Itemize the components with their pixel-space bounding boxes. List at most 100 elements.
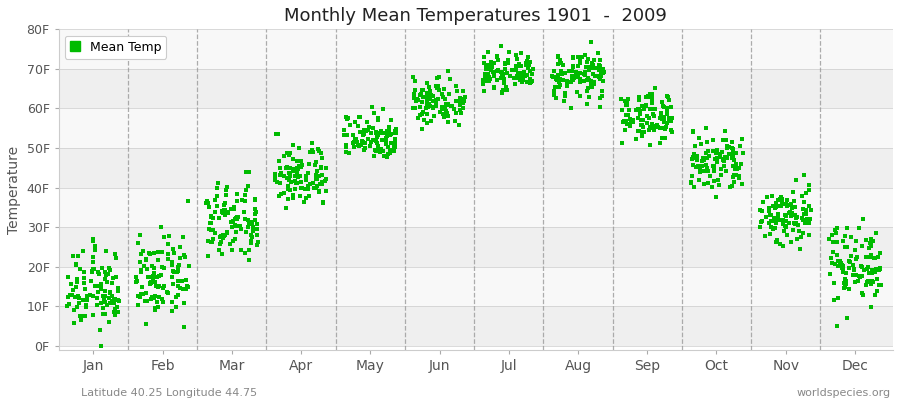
Point: [793, 246, 807, 252]
Point: [498, 60, 512, 66]
Point: [593, 73, 608, 80]
Point: [702, 172, 716, 179]
Point: [436, 94, 450, 100]
Point: [140, 298, 154, 304]
Point: [783, 213, 797, 219]
Point: [872, 282, 886, 288]
Point: [556, 98, 571, 104]
Point: [150, 304, 165, 310]
Point: [407, 95, 421, 101]
Point: [453, 102, 467, 108]
Point: [508, 81, 523, 88]
Point: [309, 158, 323, 165]
Point: [181, 198, 195, 204]
Point: [74, 316, 88, 323]
Point: [386, 142, 400, 148]
Point: [787, 198, 801, 204]
Point: [685, 173, 699, 179]
Point: [108, 251, 122, 257]
Point: [761, 207, 776, 214]
Point: [583, 80, 598, 87]
Point: [73, 313, 87, 319]
Point: [580, 100, 594, 107]
Point: [370, 140, 384, 146]
Point: [565, 55, 580, 61]
Point: [692, 163, 706, 170]
Point: [565, 62, 580, 69]
Point: [224, 218, 238, 225]
Bar: [58, 29, 893, 69]
Point: [97, 297, 112, 304]
Point: [171, 264, 185, 271]
Point: [639, 94, 653, 100]
Point: [238, 228, 253, 235]
Point: [364, 138, 378, 145]
Point: [238, 250, 252, 256]
Bar: [58, 188, 893, 227]
Point: [562, 68, 576, 74]
Point: [828, 260, 842, 267]
Point: [509, 67, 524, 74]
Point: [442, 91, 456, 98]
Point: [147, 272, 161, 279]
Point: [280, 150, 294, 156]
Point: [362, 124, 376, 130]
Point: [561, 78, 575, 85]
Point: [551, 61, 565, 68]
Point: [841, 224, 855, 231]
Point: [487, 84, 501, 90]
Point: [148, 307, 162, 313]
Point: [94, 286, 108, 292]
Point: [717, 162, 732, 169]
Point: [692, 135, 706, 142]
Point: [495, 90, 509, 96]
Point: [380, 132, 394, 139]
Point: [560, 78, 574, 84]
Point: [364, 130, 379, 136]
Point: [429, 83, 444, 90]
Point: [295, 184, 310, 191]
Point: [230, 223, 244, 230]
Point: [370, 134, 384, 140]
Point: [596, 78, 610, 84]
Point: [733, 173, 747, 179]
Point: [496, 70, 510, 77]
Point: [302, 149, 317, 155]
Point: [802, 202, 816, 209]
Point: [652, 140, 667, 147]
Point: [271, 130, 285, 137]
Point: [647, 127, 662, 133]
Point: [416, 87, 430, 93]
Point: [130, 302, 145, 308]
Point: [111, 296, 125, 303]
Point: [550, 84, 564, 90]
Point: [378, 141, 392, 147]
Point: [860, 282, 874, 288]
Point: [382, 124, 397, 130]
Point: [337, 132, 351, 138]
Point: [500, 84, 514, 90]
Point: [722, 150, 736, 157]
Point: [68, 284, 83, 291]
Point: [794, 234, 808, 240]
Point: [220, 184, 234, 191]
Point: [286, 142, 301, 148]
Bar: [58, 69, 893, 108]
Point: [571, 74, 585, 80]
Point: [292, 158, 307, 164]
Point: [822, 236, 836, 242]
Point: [248, 211, 262, 217]
Point: [796, 199, 811, 205]
Point: [802, 220, 816, 226]
Point: [868, 266, 883, 273]
Point: [229, 229, 243, 236]
Point: [160, 290, 175, 296]
Point: [309, 172, 323, 178]
Point: [84, 278, 98, 284]
Point: [415, 111, 429, 117]
Point: [830, 239, 844, 245]
Point: [824, 255, 838, 262]
Point: [409, 86, 423, 93]
Point: [844, 234, 859, 241]
Point: [298, 172, 312, 179]
